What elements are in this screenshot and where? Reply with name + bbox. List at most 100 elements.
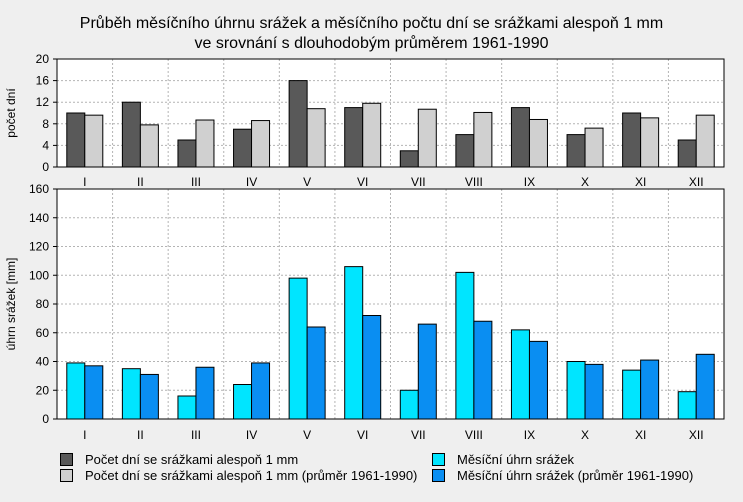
chart-title-line-1: Průběh měsíčního úhrnu srážek a měsíčníh…: [79, 15, 664, 32]
bar-days-IX: [510, 107, 530, 168]
bar-precip-X: [566, 361, 586, 420]
bar-precip-IX: [510, 329, 530, 420]
bar-precip-avg-VIII: [473, 320, 493, 420]
y-tick-label: 80: [36, 297, 50, 311]
x-tick-label: VIII: [465, 175, 483, 189]
bar-days-avg-V: [306, 108, 326, 168]
bar-precip-XI: [622, 369, 642, 420]
legend-label-precip: Měsíční úhrn srážek: [457, 452, 575, 467]
bar-precip-avg-XI: [640, 359, 660, 420]
y-tick-label: 12: [36, 95, 50, 109]
y-axis-label-precip: úhrn srážek [mm]: [4, 258, 18, 351]
y-tick-label: 100: [29, 268, 49, 282]
bar-days-avg-VIII: [473, 111, 493, 168]
legend-item-precip-avg: Měsíční úhrn srážek (průměr 1961-1990): [432, 468, 693, 483]
bar-days-XI: [622, 112, 642, 168]
bar-precip-avg-III: [195, 366, 215, 420]
bar-precip-avg-V: [306, 326, 326, 420]
bar-precip-V: [288, 277, 308, 420]
legend-item-days-avg: Počet dní se srážkami alespoň 1 mm (prům…: [60, 468, 417, 483]
bar-precip-avg-IX: [528, 340, 548, 420]
x-tick-label: III: [191, 428, 201, 442]
y-tick-label: 160: [29, 182, 49, 196]
legend-item-precip: Měsíční úhrn srážek: [432, 452, 574, 467]
bar-precip-avg-IV: [251, 362, 271, 420]
y-tick-label: 16: [36, 74, 50, 88]
x-tick-label: VIII: [465, 428, 483, 442]
bar-days-avg-XII: [695, 114, 715, 168]
x-tick-label: X: [581, 428, 589, 442]
x-tick-label: X: [581, 175, 589, 189]
bar-days-avg-IV: [251, 120, 271, 168]
x-tick-label: III: [191, 175, 201, 189]
y-tick-label: 0: [42, 160, 49, 174]
bar-days-VII: [399, 150, 419, 168]
bar-precip-I: [66, 362, 86, 420]
legend-swatch-days-avg: [60, 469, 73, 482]
x-tick-label: I: [83, 175, 86, 189]
y-tick-label: 140: [29, 211, 49, 225]
bar-precip-IV: [233, 384, 253, 420]
y-tick-label: 8: [42, 117, 49, 131]
bar-days-avg-IX: [528, 118, 548, 168]
x-tick-label: XII: [689, 175, 704, 189]
bar-precip-VIII: [455, 271, 475, 420]
x-tick-label: I: [83, 428, 86, 442]
bar-days-avg-II: [139, 124, 159, 168]
bar-days-V: [288, 80, 308, 168]
plot-frame-days: [56, 58, 725, 168]
y-tick-label: 60: [36, 326, 50, 340]
legend-label-precip-avg: Měsíční úhrn srážek (průměr 1961-1990): [457, 468, 694, 483]
bar-days-XII: [677, 139, 697, 168]
y-tick-label: 120: [29, 240, 49, 254]
bar-precip-VI: [344, 266, 364, 420]
legend-swatch-precip: [432, 453, 445, 466]
bar-precip-avg-I: [84, 365, 104, 420]
bar-precip-II: [121, 368, 141, 420]
bar-precip-avg-VI: [362, 315, 382, 420]
bar-precip-VII: [399, 389, 419, 420]
bar-days-avg-XI: [640, 117, 660, 168]
chart-title-line-2: ve srovnání s dlouhodobým průměrem 1961-…: [194, 35, 549, 52]
bar-days-I: [66, 112, 86, 168]
x-tick-label: IX: [524, 428, 535, 442]
bar-precip-XII: [677, 391, 697, 420]
x-tick-label: XI: [635, 428, 646, 442]
bar-days-VIII: [455, 134, 475, 168]
bar-days-avg-III: [195, 119, 215, 168]
legend-label-days: Počet dní se srážkami alespoň 1 mm: [85, 452, 299, 467]
bar-days-avg-I: [84, 114, 104, 168]
bar-precip-avg-XII: [695, 353, 715, 420]
bar-precip-avg-X: [584, 363, 604, 420]
x-tick-label: VI: [357, 175, 368, 189]
x-tick-label: II: [137, 175, 144, 189]
bar-days-X: [566, 134, 586, 168]
bar-days-avg-VI: [362, 102, 382, 168]
x-tick-label: IV: [246, 175, 257, 189]
y-tick-label: 40: [36, 355, 50, 369]
legend-label-days-avg: Počet dní se srážkami alespoň 1 mm (prům…: [85, 468, 418, 483]
x-tick-label: XI: [635, 175, 646, 189]
bar-days-VI: [344, 107, 364, 168]
plot-frame-precip: [56, 188, 725, 420]
bar-days-II: [121, 101, 141, 168]
bar-precip-avg-II: [139, 373, 159, 420]
bar-days-avg-X: [584, 127, 604, 168]
y-axis-label-days: počet dní: [4, 88, 18, 138]
x-tick-label: VII: [411, 175, 426, 189]
x-tick-label: IX: [524, 175, 535, 189]
y-tick-label: 0: [42, 412, 49, 426]
y-tick-label: 20: [36, 52, 50, 66]
x-tick-label: XII: [689, 428, 704, 442]
legend-swatch-precip-avg: [432, 469, 445, 482]
x-tick-label: V: [303, 428, 311, 442]
x-tick-label: VI: [357, 428, 368, 442]
bar-precip-avg-VII: [417, 323, 437, 420]
x-tick-label: V: [303, 175, 311, 189]
bar-precip-III: [177, 395, 197, 420]
bar-days-IV: [233, 128, 253, 168]
